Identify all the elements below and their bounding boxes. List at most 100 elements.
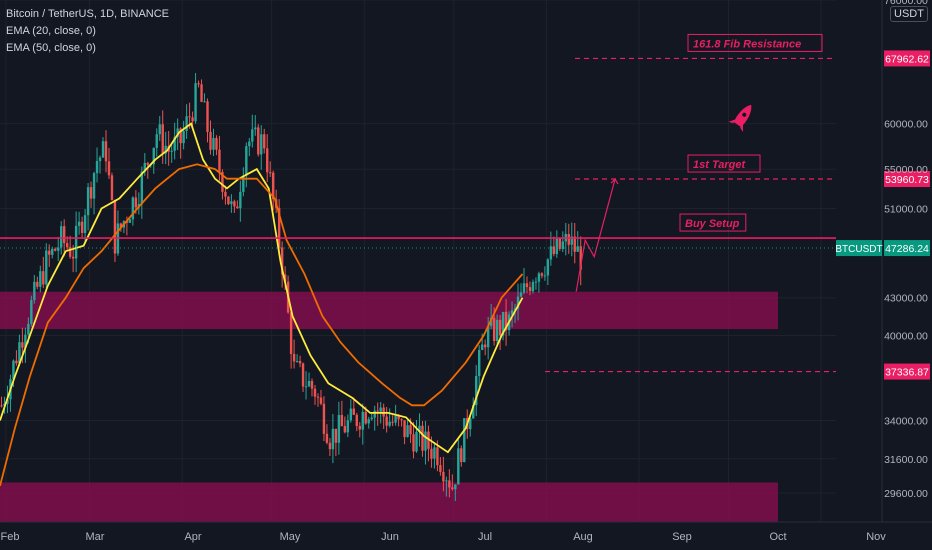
candle-body [170,150,173,152]
candle-body [391,421,394,423]
candle-body [498,319,502,336]
time-tick-label: Feb [1,531,20,543]
candle-body [143,162,147,172]
symbol-tag-text: BTCUSDT [835,244,882,255]
candle-body [92,173,96,199]
candle-body [57,247,60,251]
candle-body [292,353,296,362]
candle-body [343,426,347,433]
currency-label: USDT [890,6,928,22]
candle-body [433,447,436,459]
candle-body [215,138,218,150]
time-tick-label: Oct [769,531,786,543]
candle-body [492,317,496,341]
candle-body [68,247,72,257]
candle-body [113,200,117,254]
candle-body [245,146,248,176]
price-tick-label: 60000.00 [884,119,928,131]
candle-body [119,223,123,228]
price-tick-label: 43000.00 [884,293,928,305]
candle-body [460,448,463,463]
candle-body [110,175,114,201]
candle-body [430,448,433,459]
candle-body [418,425,421,432]
chart-legend: Bitcoin / TetherUS, 1D, BINANCE EMA (20,… [6,6,169,57]
candle-body [516,296,520,309]
level-label-text: 1st Target [693,159,747,171]
candle-body [328,442,332,450]
price-tick-label: 55000.00 [884,164,928,176]
time-tick-label: May [280,531,301,543]
price-tick-label: 34000.00 [884,416,928,428]
level-price-text: 37336.87 [885,367,929,379]
candle-body [400,419,403,421]
candle-body [206,101,209,132]
candle-body [185,116,188,132]
candle-body [310,380,314,389]
candle-body [442,471,445,482]
candle-body [188,116,191,118]
candle-body [301,363,305,387]
candle-body [230,201,233,205]
price-tick-label: 29600.00 [884,488,928,500]
candle-body [158,124,161,135]
candle-body [340,414,344,427]
candle-body [522,283,526,293]
candle-body [370,417,373,420]
candle-body [173,136,176,151]
candle-body [552,246,556,255]
candle-body [227,196,230,205]
candle-body [277,207,281,248]
candle-body [313,388,317,397]
candle-body [289,312,293,354]
candle-body [251,129,254,142]
candle-body [179,128,182,144]
candle-body [534,281,538,283]
price-tick-label: 31600.00 [884,454,928,466]
candle-body [531,282,535,292]
candle-body [304,386,308,388]
candle-body [248,141,251,147]
candle-body [15,360,18,364]
candle-body [27,323,30,335]
currency-badge[interactable]: USDT [886,4,932,24]
candle-body [131,197,135,220]
candle-body [403,420,406,438]
time-tick-label: Jun [381,531,399,543]
ema20-line [0,122,524,454]
candle-body [388,421,391,426]
candle-body [379,407,382,412]
candle-body [352,408,356,415]
candle-body [39,271,42,287]
candle-body [510,310,514,315]
candle-body [295,361,299,363]
candle-body [107,161,111,176]
candle-body [260,134,263,155]
candle-body [128,219,132,223]
ema20-legend: EMA (20, close, 0) [6,25,96,37]
candle-body [254,127,257,130]
level-price-tag [884,50,930,67]
candle-body [525,283,529,288]
candle-body [45,250,48,285]
candle-body [140,171,144,205]
candle-body [257,127,260,155]
grid-lines [0,0,836,522]
candle-body [364,411,367,424]
candle-body [212,138,215,150]
candle-body [406,425,409,438]
candle-body [469,418,472,430]
level-label-text: 161.8 Fib Resistance [693,38,801,50]
candle-body [18,342,21,364]
candle-body [573,236,576,252]
candle-body [65,243,69,248]
candle-body [271,172,275,200]
candle-body [483,344,487,348]
candle-body [12,360,15,380]
candle-body [555,238,559,255]
candle-body [233,201,236,207]
candle-body [280,247,284,275]
candle-body [337,414,341,443]
candle-body [239,191,242,209]
